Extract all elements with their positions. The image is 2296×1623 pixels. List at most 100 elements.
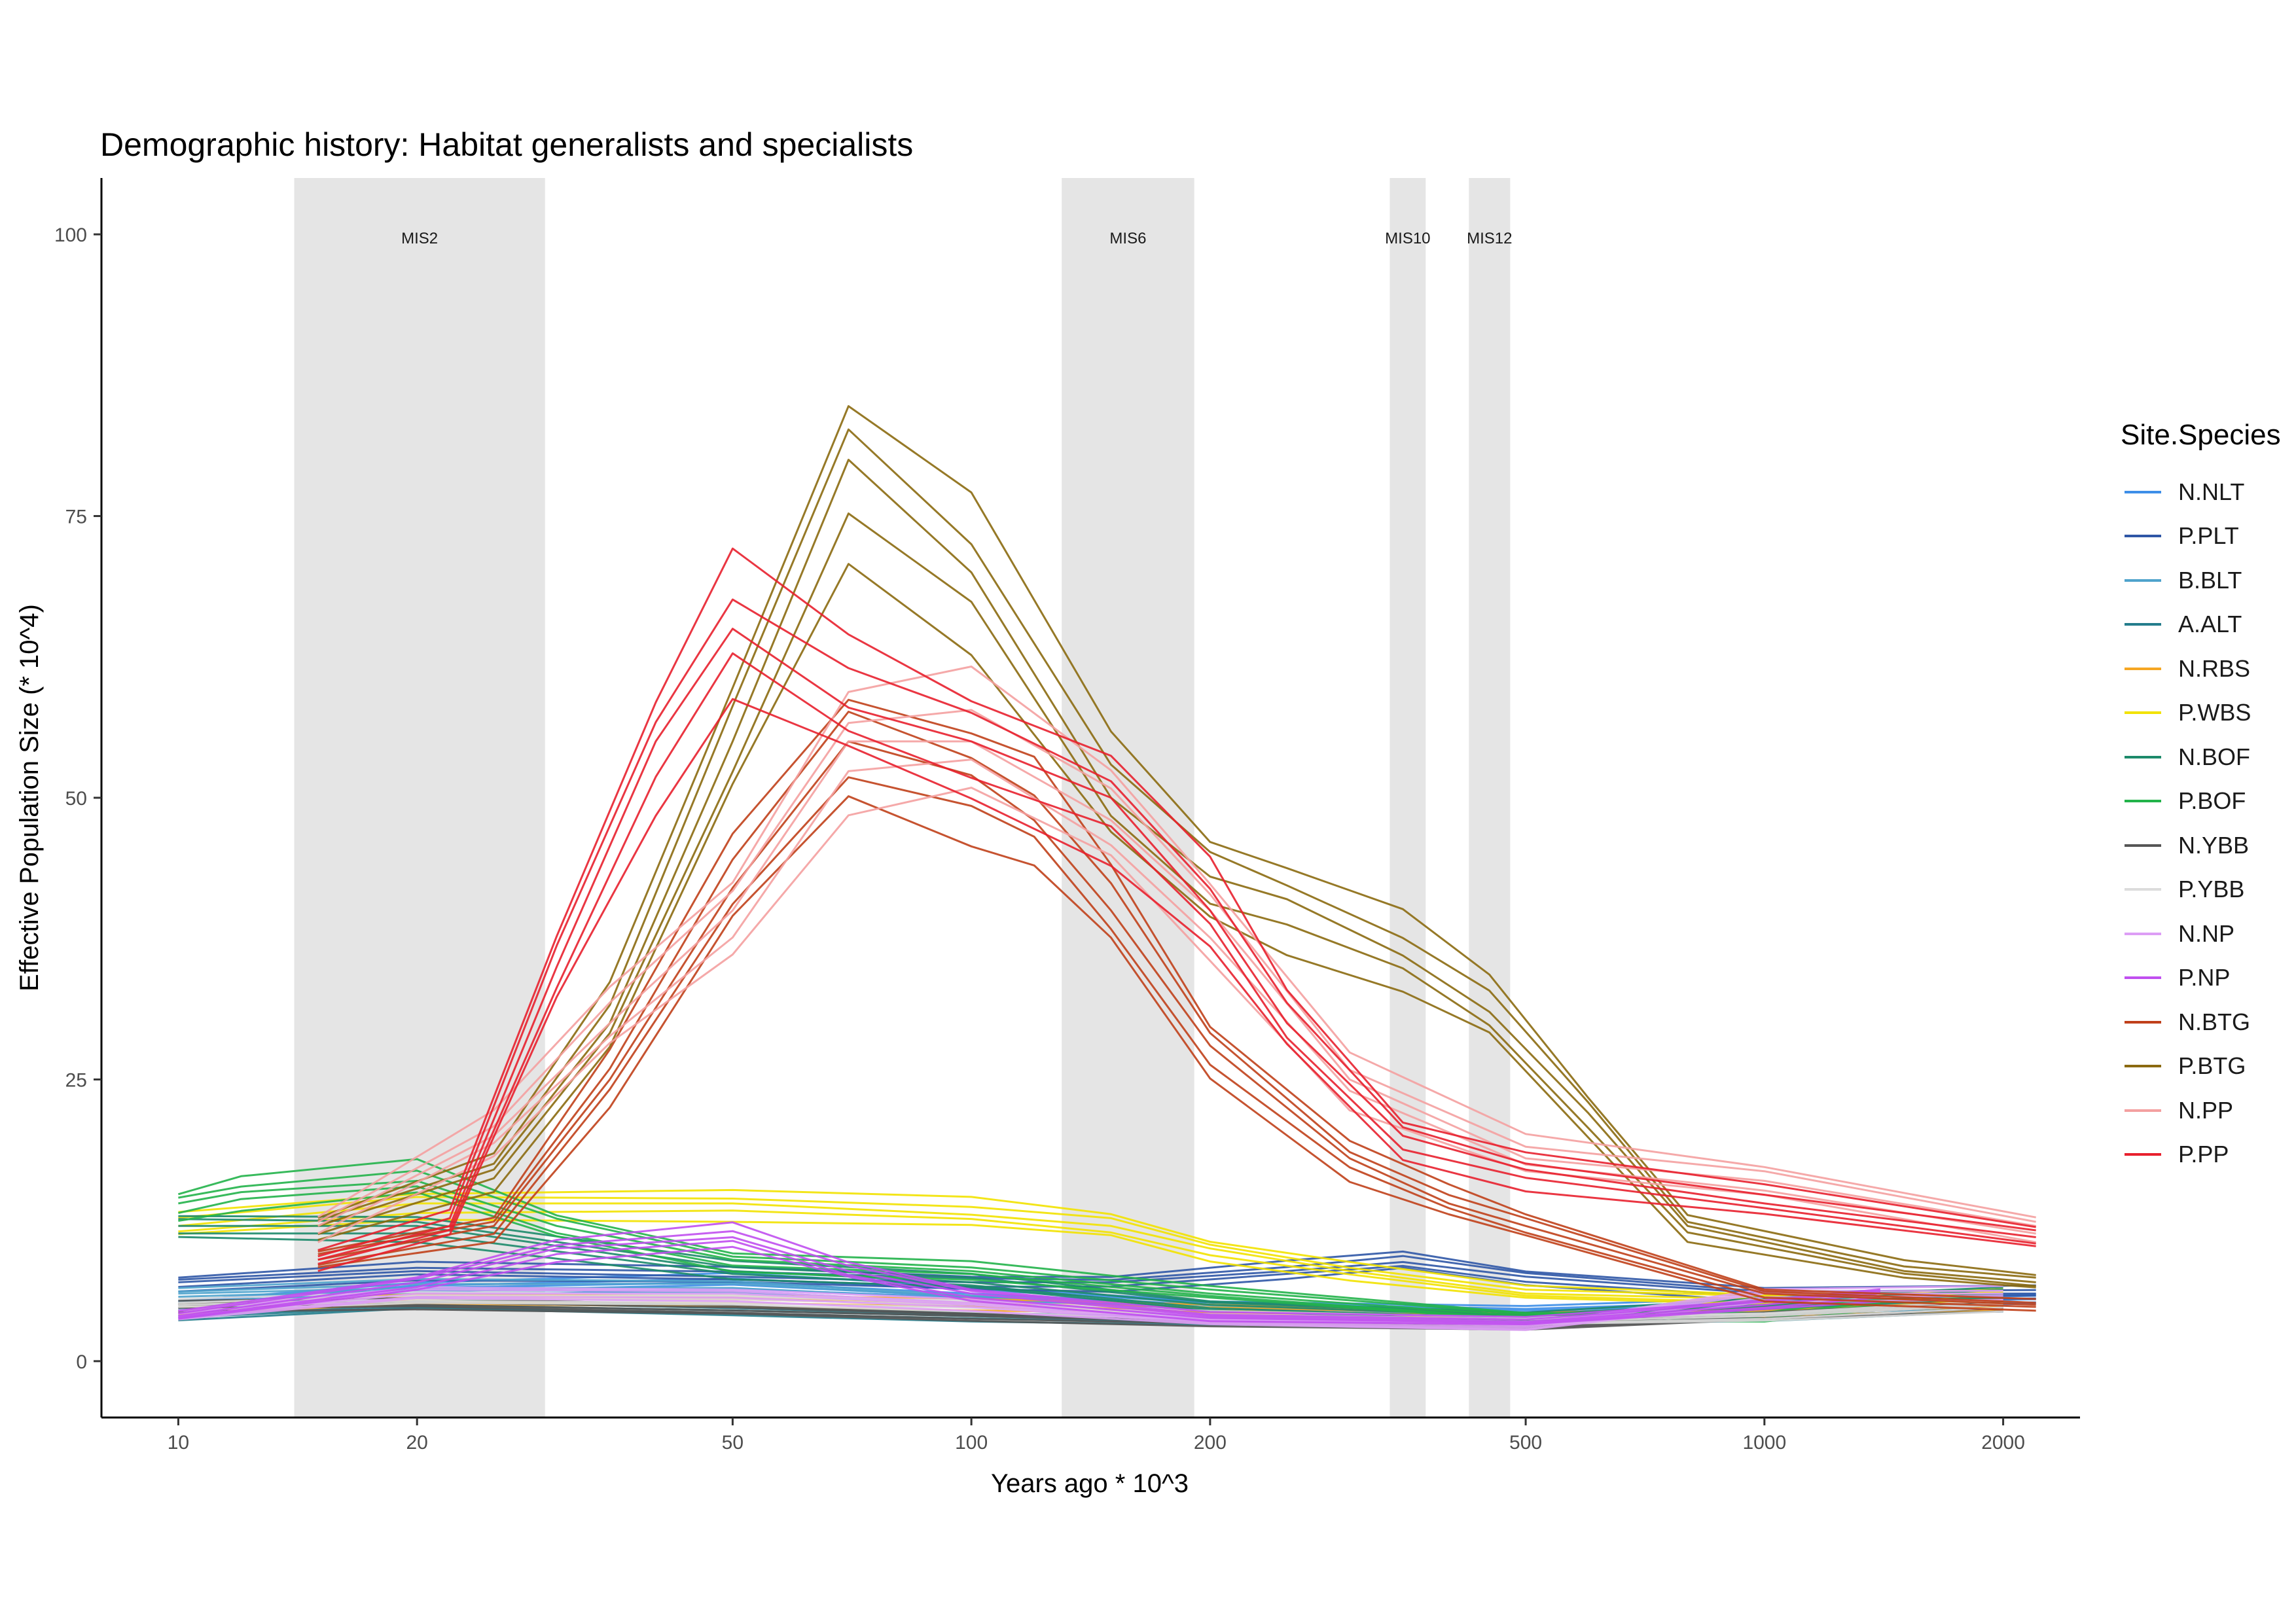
legend-item: N.NP [2121, 912, 2281, 956]
series-line [317, 740, 2036, 1306]
legend-label: N.PP [2178, 1096, 2234, 1124]
x-ticks: 10 20 50 100 200 500 1000 2000 [168, 1418, 2025, 1454]
chart-title: Demographic history: Habitat generalists… [100, 126, 914, 163]
legend-swatch [2125, 1153, 2161, 1156]
x-tick-label: 10 [168, 1432, 189, 1454]
series-line [317, 740, 2036, 1227]
legend-item: P.BTG [2121, 1044, 2281, 1089]
series-line [178, 1250, 2036, 1289]
series-line [178, 1245, 1880, 1326]
y-axis-label: Effective Population Size (* 10^4) [15, 604, 44, 991]
legend-title: Site.Species [2121, 419, 2281, 451]
legend-label: N.BTG [2178, 1008, 2251, 1035]
legend-label: P.NP [2178, 964, 2231, 991]
series-line [178, 1202, 2003, 1300]
x-tick-label: 100 [955, 1432, 988, 1454]
series-line [178, 1240, 1881, 1324]
series-line [317, 666, 2036, 1219]
band-label: MIS6 [1109, 230, 1146, 247]
shaded-periods: MIS2 MIS6 MIS10 MIS12 [294, 178, 1513, 1418]
series-line [317, 711, 2036, 1304]
legend-label: P.WBS [2178, 699, 2251, 726]
legend-swatch [2125, 579, 2161, 582]
series-line [317, 776, 2036, 1308]
legend-swatch [2125, 490, 2161, 493]
legend: Site.Species N.NLT P.PLT B.BLT A.ALT N.RBS P.… [2121, 419, 2281, 1177]
x-tick-label: 200 [1194, 1432, 1227, 1454]
series-line [178, 1209, 2003, 1304]
series-lines [177, 405, 2036, 1331]
series-line [317, 405, 2036, 1276]
legend-swatch [2125, 623, 2161, 626]
legend-swatch [2125, 1020, 2161, 1024]
x-tick-label: 2000 [1981, 1432, 2025, 1454]
legend-item: P.PLT [2121, 514, 2281, 559]
legend-label: N.NP [2178, 919, 2235, 947]
legend-item: N.NLT [2121, 470, 2281, 514]
series-line [178, 1291, 2003, 1319]
legend-item: N.YBB [2121, 823, 2281, 868]
legend-label: P.YBB [2178, 876, 2245, 903]
band-label: MIS10 [1385, 230, 1430, 247]
legend-item: P.PP [2121, 1133, 2281, 1177]
series-line [178, 1196, 2003, 1297]
series-n-btg [317, 698, 2036, 1312]
series-line [178, 1236, 1881, 1323]
series-line [178, 1221, 1881, 1318]
y-ticks: 0 25 50 75 100 [54, 224, 101, 1373]
legend-label: P.BTG [2178, 1052, 2246, 1080]
legend-item: P.NP [2121, 956, 2281, 1001]
legend-swatch [2125, 1109, 2161, 1112]
band-label: MIS2 [401, 230, 438, 247]
legend-item: A.ALT [2121, 603, 2281, 647]
legend-item: P.YBB [2121, 868, 2281, 912]
series-line [178, 1215, 2003, 1314]
series-line [317, 512, 2036, 1287]
series-p-np [178, 1221, 1881, 1326]
x-tick-label: 500 [1509, 1432, 1542, 1454]
series-line [178, 1230, 1881, 1321]
legend-swatch [2125, 667, 2161, 670]
y-tick-label: 25 [65, 1069, 87, 1091]
legend-swatch [2125, 711, 2161, 715]
series-line [317, 563, 2036, 1289]
series-line [317, 652, 2036, 1265]
legend-items: N.NLT P.PLT B.BLT A.ALT N.RBS P.WBS N.BOF P.BOF… [2121, 470, 2281, 1177]
legend-item: P.BOF [2121, 779, 2281, 824]
legend-item: N.BOF [2121, 735, 2281, 779]
series-line [317, 709, 2036, 1223]
legend-swatch [2125, 1065, 2161, 1068]
legend-label: N.YBB [2178, 831, 2250, 859]
series-line [317, 698, 2036, 1300]
legend-swatch [2125, 800, 2161, 803]
legend-swatch [2125, 888, 2161, 891]
series-line [317, 598, 2036, 1258]
legend-swatch [2125, 755, 2161, 758]
legend-item: N.RBS [2121, 647, 2281, 691]
series-line [317, 698, 2036, 1272]
shaded-band [1469, 178, 1511, 1418]
series-line [317, 628, 2036, 1261]
x-tick-label: 1000 [1742, 1432, 1786, 1454]
legend-swatch [2125, 932, 2161, 935]
series-line [178, 1255, 2036, 1293]
series-line [178, 1188, 2003, 1296]
legend-item: N.PP [2121, 1088, 2281, 1133]
legend-label: B.BLT [2178, 566, 2242, 594]
legend-item: B.BLT [2121, 558, 2281, 603]
legend-swatch [2125, 844, 2161, 847]
legend-label: N.NLT [2178, 478, 2245, 505]
shaded-band [1390, 178, 1426, 1418]
series-line [178, 1293, 2003, 1329]
series-line [317, 547, 2036, 1251]
series-line [178, 1296, 2003, 1331]
x-axis-label: Years ago * 10^3 [991, 1469, 1189, 1498]
y-tick-label: 50 [65, 788, 87, 810]
legend-item: N.BTG [2121, 1000, 2281, 1044]
legend-swatch [2125, 535, 2161, 538]
x-tick-label: 20 [406, 1432, 427, 1454]
series-line [317, 428, 2036, 1279]
series-p-pp [317, 547, 2036, 1272]
legend-label: N.BOF [2178, 743, 2251, 770]
